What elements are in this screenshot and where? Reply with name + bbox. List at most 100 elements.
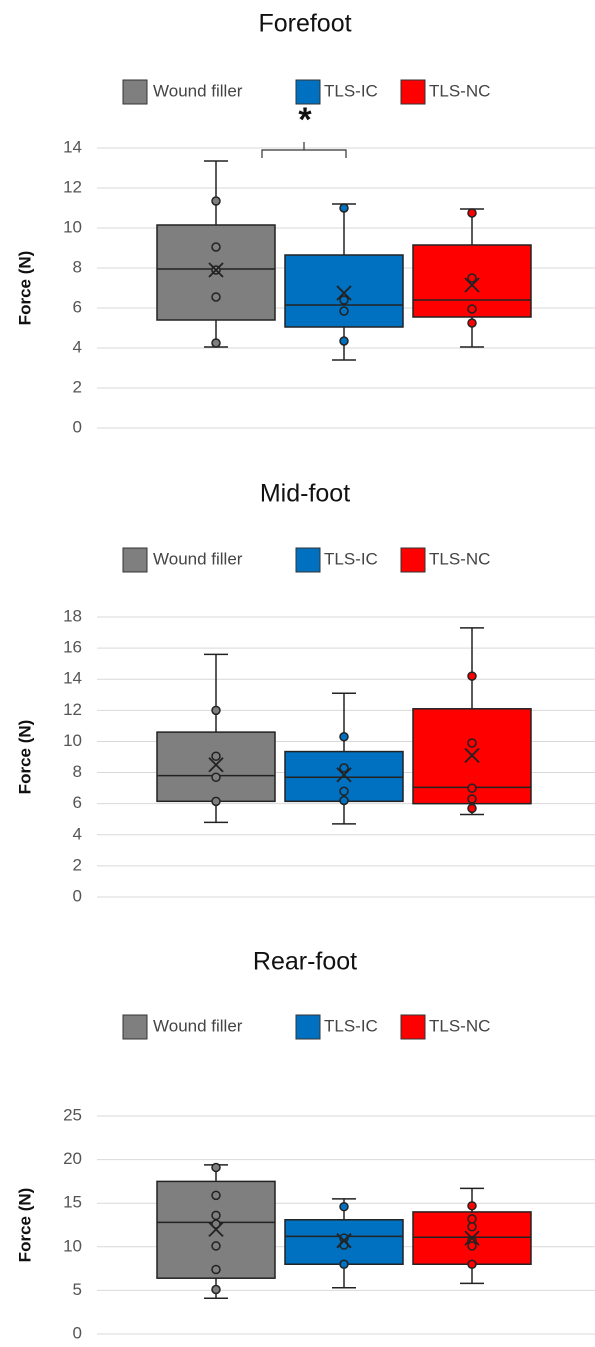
point [211, 1162, 221, 1173]
legend-label: Wound filler [153, 549, 243, 568]
legend-label: TLS-NC [429, 549, 490, 568]
point [467, 208, 477, 218]
y-tick-label: 0 [73, 1323, 82, 1342]
point [467, 1221, 477, 1232]
y-tick-label: 2 [73, 855, 82, 874]
point [467, 1259, 477, 1269]
point [467, 738, 477, 748]
point [211, 751, 221, 761]
mean-marker [336, 767, 352, 783]
point [211, 705, 221, 716]
y-tick-label: 12 [63, 177, 82, 196]
y-tick-label: 10 [63, 731, 82, 750]
legend-swatch [400, 1014, 426, 1040]
point [211, 242, 221, 252]
y-tick-label: 5 [73, 1280, 82, 1299]
mean-marker [464, 747, 480, 764]
mean-marker [208, 757, 224, 773]
point [211, 338, 221, 348]
point [467, 794, 477, 804]
point [467, 304, 477, 314]
point [211, 1264, 221, 1275]
chart-title: Mid-foot [260, 480, 350, 508]
point [211, 1210, 221, 1221]
legend-swatch [400, 79, 426, 105]
y-tick-label: 12 [63, 700, 82, 719]
box [284, 254, 404, 328]
point [211, 772, 221, 782]
y-tick-label: 8 [73, 762, 82, 781]
point [467, 318, 477, 328]
point [467, 1241, 477, 1251]
point [211, 796, 221, 807]
point [467, 671, 477, 681]
point [211, 1241, 221, 1251]
y-tick-label: 10 [63, 217, 82, 236]
legend-swatch [400, 547, 426, 573]
legend-label: TLS-NC [429, 81, 490, 100]
y-tick-label: 6 [73, 793, 82, 812]
y-axis-label: Force (N) [15, 720, 34, 795]
y-tick-label: 20 [63, 1149, 82, 1168]
point [211, 196, 221, 206]
legend-swatch [122, 547, 148, 573]
legend-label: TLS-IC [324, 549, 378, 568]
y-tick-label: 25 [63, 1105, 82, 1124]
legend-swatch [122, 1014, 148, 1040]
y-tick-label: 2 [73, 377, 82, 396]
box [156, 731, 276, 803]
y-tick-label: 15 [63, 1193, 82, 1212]
legend-label: TLS-NC [429, 1016, 490, 1035]
legend-swatch [295, 1014, 321, 1040]
point [467, 1201, 477, 1211]
point [339, 795, 349, 806]
point [467, 783, 477, 793]
point [339, 336, 349, 346]
y-tick-label: 8 [73, 257, 82, 276]
y-tick-label: 18 [63, 606, 82, 625]
legend-label: TLS-IC [324, 1016, 378, 1035]
legend-label: Wound filler [153, 81, 243, 100]
y-tick-label: 16 [63, 638, 82, 657]
chart-title: Forefoot [258, 10, 351, 38]
y-tick-label: 10 [63, 1236, 82, 1255]
y-axis-label: Force (N) [15, 251, 34, 326]
point [339, 306, 349, 316]
significance-mark: * [298, 101, 312, 139]
mean-marker [464, 277, 480, 293]
y-axis-label: Force (N) [15, 1188, 34, 1263]
point [339, 732, 349, 742]
y-tick-label: 4 [73, 824, 82, 843]
legend-label: Wound filler [153, 1016, 243, 1035]
point [211, 292, 221, 302]
point [339, 203, 349, 213]
legend-swatch [122, 79, 148, 105]
mean-marker [464, 1230, 480, 1246]
legend-label: TLS-IC [324, 81, 378, 100]
point [339, 763, 349, 773]
y-tick-label: 6 [73, 297, 82, 316]
point [467, 803, 477, 814]
y-tick-label: 4 [73, 337, 82, 356]
mean-marker [336, 1233, 352, 1249]
point [339, 786, 349, 796]
point [211, 1284, 221, 1295]
point [467, 273, 477, 283]
point [467, 1214, 477, 1224]
legend-swatch [295, 547, 321, 573]
mean-marker [208, 1221, 224, 1237]
significance-bracket [261, 142, 347, 158]
y-tick-label: 14 [63, 669, 82, 688]
point [339, 1259, 349, 1269]
y-tick-label: 14 [63, 137, 82, 156]
mean-marker [336, 285, 352, 301]
chart-title: Rear-foot [253, 948, 357, 976]
legend-swatch [295, 79, 321, 105]
point [339, 295, 349, 305]
y-tick-label: 0 [73, 886, 82, 905]
point [339, 1201, 349, 1212]
mean-marker [208, 262, 224, 278]
y-tick-label: 0 [73, 417, 82, 436]
point [211, 1190, 221, 1201]
